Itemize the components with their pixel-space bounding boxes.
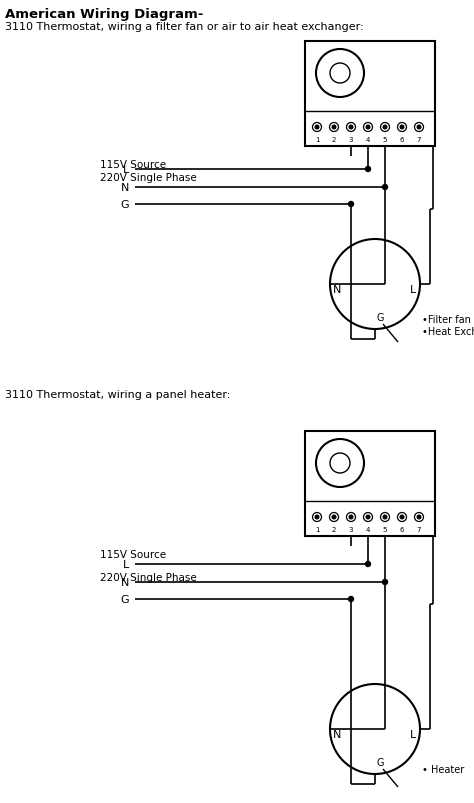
Text: 2: 2 <box>332 526 336 532</box>
Text: 115V Source: 115V Source <box>100 160 166 169</box>
Text: 220V Single Phase: 220V Single Phase <box>100 573 197 582</box>
Circle shape <box>417 126 421 129</box>
Circle shape <box>332 516 336 520</box>
Text: 3: 3 <box>349 137 353 143</box>
Text: 6: 6 <box>400 526 404 532</box>
Text: •Heat Exchanger: •Heat Exchanger <box>422 327 474 336</box>
Text: N: N <box>120 577 129 587</box>
Circle shape <box>366 126 370 129</box>
Bar <box>305 42 435 147</box>
Text: American Wiring Diagram-: American Wiring Diagram- <box>5 8 203 21</box>
Text: 7: 7 <box>417 526 421 532</box>
Circle shape <box>383 185 388 190</box>
Circle shape <box>365 562 371 567</box>
Text: L: L <box>410 284 416 295</box>
Circle shape <box>349 126 353 129</box>
Text: G: G <box>376 312 384 323</box>
Text: 4: 4 <box>366 526 370 532</box>
Circle shape <box>383 580 388 585</box>
Text: G: G <box>376 757 384 767</box>
Text: 1: 1 <box>315 137 319 143</box>
Text: L: L <box>123 560 129 569</box>
Text: 115V Source: 115V Source <box>100 549 166 560</box>
Text: N: N <box>333 729 341 739</box>
Text: 7: 7 <box>417 137 421 143</box>
Circle shape <box>349 516 353 520</box>
Text: G: G <box>120 594 129 604</box>
Text: • Heater: • Heater <box>422 764 464 774</box>
Circle shape <box>332 126 336 129</box>
Text: 3110 Thermostat, wiring a filter fan or air to air heat exchanger:: 3110 Thermostat, wiring a filter fan or … <box>5 22 364 32</box>
Text: L: L <box>123 165 129 175</box>
Text: •Filter fan: •Filter fan <box>422 315 471 324</box>
Circle shape <box>348 597 354 601</box>
Text: 5: 5 <box>383 526 387 532</box>
Circle shape <box>400 126 404 129</box>
Circle shape <box>315 126 319 129</box>
Text: G: G <box>120 200 129 210</box>
Bar <box>305 431 435 536</box>
Text: L: L <box>410 729 416 739</box>
Circle shape <box>383 516 387 520</box>
Text: 1: 1 <box>315 526 319 532</box>
Text: N: N <box>333 284 341 295</box>
Text: 5: 5 <box>383 137 387 143</box>
Text: 2: 2 <box>332 137 336 143</box>
Circle shape <box>366 516 370 520</box>
Text: N: N <box>120 183 129 193</box>
Text: 3: 3 <box>349 526 353 532</box>
Circle shape <box>383 126 387 129</box>
Circle shape <box>348 202 354 207</box>
Circle shape <box>400 516 404 520</box>
Text: 6: 6 <box>400 137 404 143</box>
Text: 220V Single Phase: 220V Single Phase <box>100 173 197 183</box>
Circle shape <box>365 167 371 173</box>
Circle shape <box>417 516 421 520</box>
Text: 3110 Thermostat, wiring a panel heater:: 3110 Thermostat, wiring a panel heater: <box>5 389 230 400</box>
Circle shape <box>315 516 319 520</box>
Text: 4: 4 <box>366 137 370 143</box>
